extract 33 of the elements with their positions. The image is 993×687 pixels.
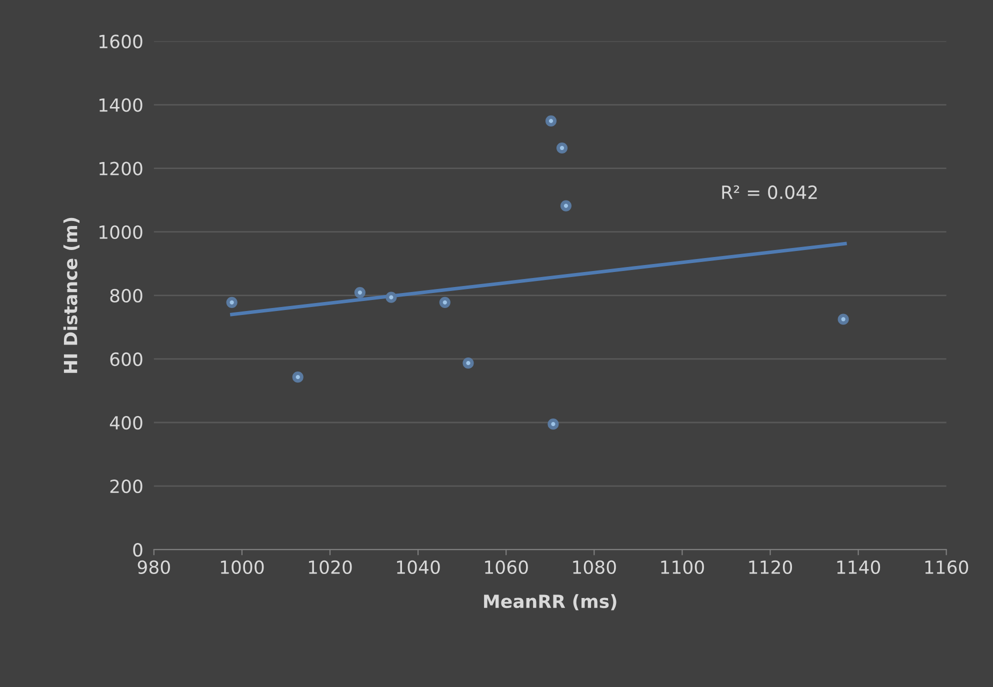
point [386, 292, 397, 303]
x-tick-label: 1120 [749, 560, 792, 574]
x-tick-label: 980 [138, 560, 170, 574]
x-tick-label: 1140 [837, 560, 880, 574]
x-tick-label: 1020 [309, 560, 352, 574]
x-tick-label: 1100 [661, 560, 704, 574]
y-tick-label: 1000 [100, 225, 142, 239]
x-tick-label: 1080 [573, 560, 616, 574]
point [292, 372, 304, 383]
x-tick-label: 1160 [925, 560, 968, 574]
point [439, 296, 450, 308]
y-tick-label: 400 [110, 416, 142, 430]
x-tick-label: 1000 [220, 560, 264, 574]
point [545, 115, 557, 127]
x-tick-label: 1040 [397, 560, 440, 574]
y-tick-label: 200 [110, 480, 142, 494]
annotation: R² = 0.042 [722, 185, 817, 200]
y-tick-label: 1600 [100, 34, 142, 48]
y-tick-label: 0 [133, 543, 142, 557]
x-tick-label: 1060 [485, 560, 528, 574]
y-tick-label: 800 [110, 288, 142, 303]
point [354, 287, 366, 298]
point [560, 200, 572, 212]
point [462, 358, 474, 369]
y-tick-label: 600 [110, 352, 142, 366]
y-tick-label: 1200 [100, 162, 142, 176]
y-axis-title: HI Distance (m) [63, 218, 80, 373]
x-axis-title: MeanRR (ms) [484, 594, 616, 610]
point [548, 418, 559, 430]
point [556, 142, 568, 154]
y-tick-label: 1400 [100, 98, 142, 112]
point [838, 314, 849, 325]
point [226, 296, 238, 308]
